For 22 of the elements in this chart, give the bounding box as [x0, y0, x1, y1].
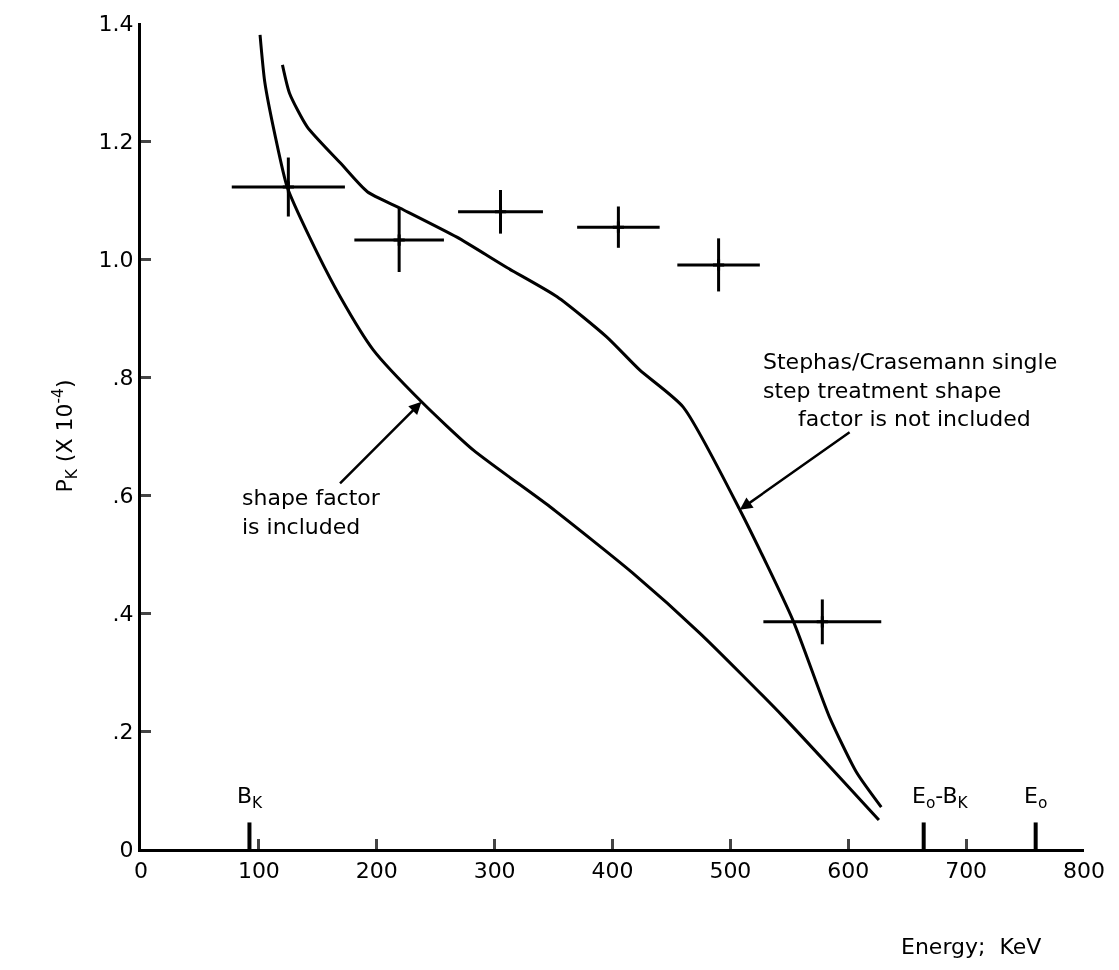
- x-tick-label: 600: [827, 858, 870, 884]
- x-tick-label: 700: [945, 858, 988, 884]
- y-tick-label: .2: [112, 718, 134, 744]
- y-tick-label: 0: [119, 836, 134, 862]
- annotation: Stephas/Crasemann single step treatment shape factor is not included: [763, 349, 1058, 432]
- ref-line-label: B$_{K}$: [237, 783, 264, 812]
- y-tick-label: 1.4: [98, 10, 134, 36]
- ref-line-label: E$_{o}$: [1024, 783, 1048, 812]
- x-tick-label: 400: [591, 858, 634, 884]
- x-tick-label: 800: [1063, 858, 1105, 884]
- y-tick-label: .4: [112, 600, 134, 626]
- y-tick-label: 1.0: [98, 246, 134, 272]
- x-tick-label: 500: [709, 858, 752, 884]
- y-tick-label: .6: [112, 482, 134, 508]
- x-tick-label: 300: [473, 858, 516, 884]
- ref-line-label: E$_{o}$-B$_{K}$: [912, 783, 969, 812]
- y-tick-label: .8: [112, 364, 134, 390]
- x-axis-title: Energy; KeV: [901, 934, 1042, 959]
- annotation: shape factor is included: [242, 485, 381, 539]
- x-tick-label: 200: [355, 858, 398, 884]
- y-tick-label: 1.2: [98, 128, 134, 154]
- x-tick-label: 100: [237, 858, 280, 884]
